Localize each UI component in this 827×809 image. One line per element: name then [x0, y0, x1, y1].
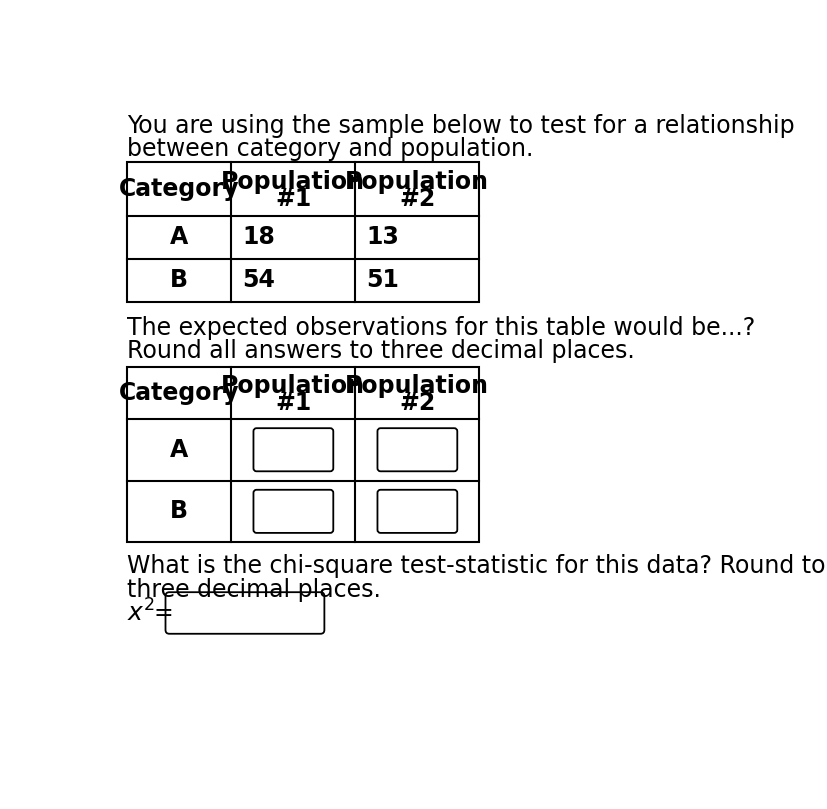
Text: Category: Category [118, 381, 239, 404]
Text: A: A [170, 438, 188, 462]
FancyBboxPatch shape [253, 489, 333, 533]
Text: #2: #2 [399, 391, 435, 415]
Text: Population: Population [345, 170, 489, 194]
FancyBboxPatch shape [253, 428, 333, 472]
Text: 18: 18 [242, 225, 275, 249]
Text: #1: #1 [275, 187, 311, 210]
Text: B: B [170, 269, 188, 292]
Text: 13: 13 [366, 225, 399, 249]
Text: Population: Population [345, 374, 489, 398]
Text: between category and population.: between category and population. [127, 137, 533, 161]
Text: Population: Population [221, 170, 365, 194]
Text: #2: #2 [399, 187, 435, 210]
Text: What is the chi-square test-statistic for this data? Round to: What is the chi-square test-statistic fo… [127, 554, 825, 578]
Text: $x^2$: $x^2$ [127, 599, 155, 627]
Text: You are using the sample below to test for a relationship: You are using the sample below to test f… [127, 114, 793, 138]
Bar [127, 366, 479, 542]
Text: 54: 54 [242, 269, 275, 292]
Text: B: B [170, 499, 188, 523]
Text: Round all answers to three decimal places.: Round all answers to three decimal place… [127, 339, 633, 363]
Text: Population: Population [221, 374, 365, 398]
FancyBboxPatch shape [377, 489, 457, 533]
Text: three decimal places.: three decimal places. [127, 578, 380, 602]
Bar [127, 162, 479, 302]
Text: Category: Category [118, 176, 239, 201]
Text: =: = [153, 601, 173, 625]
Text: A: A [170, 225, 188, 249]
FancyBboxPatch shape [165, 592, 324, 633]
FancyBboxPatch shape [377, 428, 457, 472]
Text: #1: #1 [275, 391, 311, 415]
Text: 51: 51 [366, 269, 399, 292]
Text: The expected observations for this table would be...?: The expected observations for this table… [127, 316, 754, 340]
